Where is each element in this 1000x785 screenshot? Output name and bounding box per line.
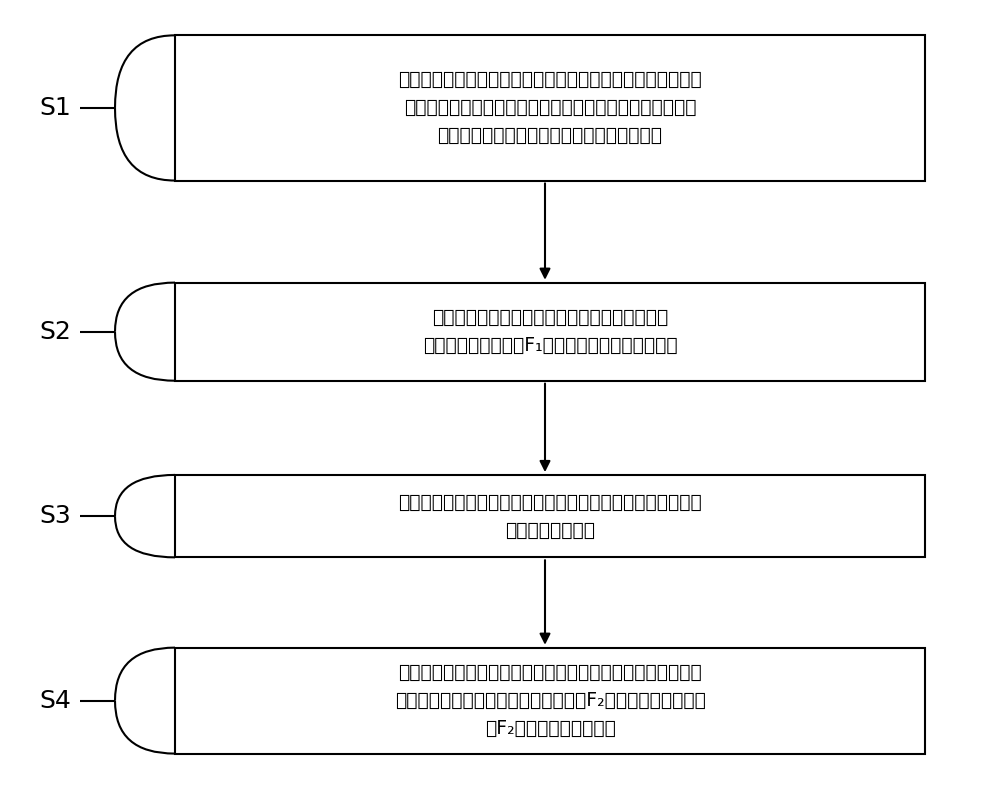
Bar [175,35,925,181]
Bar [175,648,925,754]
Text: 将初始岩土力学参数带入二维地质概化模型中，通过极限平衡
法对加固后的边坡计算出第二安全系数F₂，并判断第二安全系
数F₂是否符合工程稳定性: 将初始岩土力学参数带入二维地质概化模型中，通过极限平衡 法对加固后的边坡计算出第… [395,663,705,738]
Bar [175,283,925,381]
Text: S4: S4 [39,688,71,713]
Text: 根据潜在滑动层的状态，设置若干抗滑桩与锚索框架的联合加
固方式及加固参数: 根据潜在滑动层的状态，设置若干抗滑桩与锚索框架的联合加 固方式及加固参数 [398,493,702,539]
Text: S1: S1 [39,96,71,120]
Text: 将软化后岩土力学参数带入二维地质概化模型，
计算出第一安全系数F₁，并判断是否进行主动加固: 将软化后岩土力学参数带入二维地质概化模型， 计算出第一安全系数F₁，并判断是否进… [423,309,677,355]
Bar [175,475,925,557]
Text: S2: S2 [39,319,71,344]
Text: 对边坡进行软化前后的力学参数进行测定，得到初始岩土力学
参数和软化后岩土力学参数，根据边坡地貌、工程切坡条件
以及初始岩土力学参数建立二维地质概化模型: 对边坡进行软化前后的力学参数进行测定，得到初始岩土力学 参数和软化后岩土力学参数… [398,71,702,145]
Text: S3: S3 [39,504,71,528]
